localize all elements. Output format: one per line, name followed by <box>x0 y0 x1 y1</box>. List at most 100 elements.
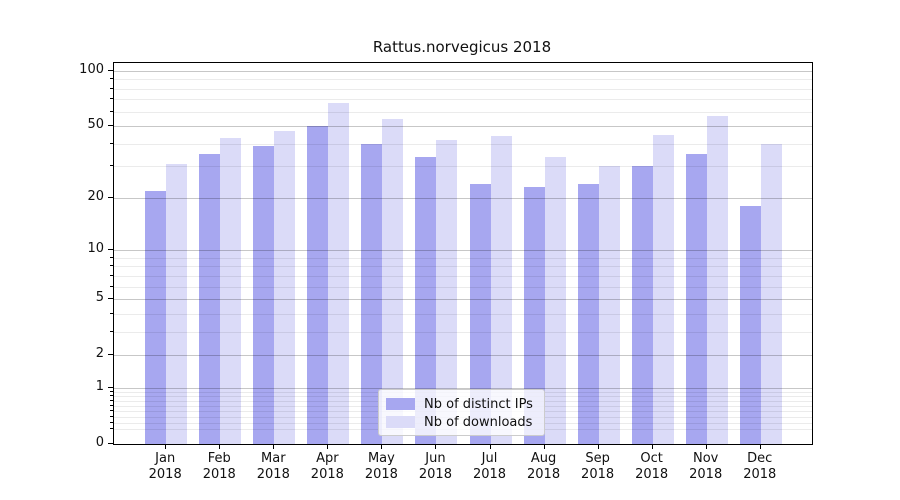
bar-nb-of-distinct-ips-oct <box>631 166 653 444</box>
bar-nb-of-distinct-ips-feb <box>199 154 221 444</box>
x-tick-label: Dec 2018 <box>732 451 788 483</box>
bar-nb-of-distinct-ips-nov <box>685 154 707 444</box>
y-minor-tick <box>110 142 113 144</box>
legend-row-distinct-ips: Nb of distinct IPs <box>386 395 544 413</box>
bar-nb-of-downloads-jul <box>490 136 512 444</box>
x-tick-year: 2018 <box>472 467 507 482</box>
bar-nb-of-distinct-ips-dec <box>739 206 761 444</box>
x-tick-month: Aug <box>530 451 557 466</box>
x-tick <box>705 444 707 449</box>
minor-gridline <box>114 166 812 168</box>
major-gridline <box>114 387 812 389</box>
bar-nb-of-distinct-ips-jul <box>469 183 491 444</box>
y-minor-tick <box>110 400 113 402</box>
x-tick-year: 2018 <box>310 467 344 482</box>
y-minor-tick <box>110 110 113 112</box>
bar-nb-of-downloads-dec <box>760 143 782 444</box>
y-tick-label: 0 <box>95 435 104 450</box>
y-tick <box>108 70 113 71</box>
y-minor-tick <box>110 274 113 276</box>
x-tick-month: Feb <box>207 451 231 466</box>
x-tick-month: Jun <box>425 451 446 466</box>
x-tick-label: May 2018 <box>353 451 409 483</box>
bar-nb-of-downloads-feb <box>220 138 242 444</box>
y-tick <box>108 298 113 300</box>
y-tick-label: 10 <box>87 241 104 257</box>
x-tick <box>489 444 491 449</box>
y-tick <box>108 443 113 444</box>
minor-gridline <box>114 257 812 259</box>
x-tick <box>759 444 761 449</box>
y-tick <box>108 196 113 198</box>
minor-gridline <box>114 88 812 90</box>
y-tick <box>108 386 113 388</box>
x-tick-month: Jan <box>155 451 176 466</box>
y-minor-tick <box>110 391 113 393</box>
minor-gridline <box>114 143 812 145</box>
bar-nb-of-distinct-ips-jan <box>145 190 167 444</box>
x-tick-label: Aug 2018 <box>516 451 572 483</box>
x-tick <box>597 444 599 449</box>
y-minor-tick <box>110 330 113 332</box>
x-tick-year: 2018 <box>527 467 561 482</box>
y-minor-tick <box>110 395 113 397</box>
minor-gridline <box>114 111 812 113</box>
minor-gridline <box>114 266 812 268</box>
major-gridline <box>114 250 812 252</box>
x-tick <box>165 444 167 449</box>
bar-nb-of-downloads-oct <box>652 134 674 444</box>
y-minor-tick <box>110 285 113 287</box>
x-tick-year: 2018 <box>689 467 723 482</box>
x-tick-month: Nov <box>693 451 719 466</box>
x-tick-year: 2018 <box>148 467 182 482</box>
minor-gridline <box>114 79 812 81</box>
y-tick-label: 20 <box>87 188 104 204</box>
bar-nb-of-downloads-aug <box>544 156 566 444</box>
x-tick-label: Jul 2018 <box>462 451 518 483</box>
legend-swatch-distinct-ips <box>386 398 415 410</box>
y-minor-tick <box>110 421 113 423</box>
y-minor-tick <box>110 78 113 80</box>
x-tick-year: 2018 <box>256 467 290 482</box>
major-gridline <box>114 126 812 128</box>
minor-gridline <box>114 99 812 101</box>
y-minor-tick <box>110 256 113 258</box>
bar-nb-of-downloads-mar <box>274 131 296 444</box>
y-tick-label: 50 <box>87 117 104 133</box>
y-tick <box>108 249 113 251</box>
x-tick <box>435 444 437 449</box>
x-tick <box>381 444 383 449</box>
x-tick-year: 2018 <box>635 467 669 482</box>
bar-nb-of-distinct-ips-jun <box>415 156 437 444</box>
y-tick <box>108 125 113 127</box>
x-tick-label: Jun 2018 <box>407 451 463 483</box>
x-tick-month: May <box>367 451 395 466</box>
x-tick-label: Sep 2018 <box>570 451 626 483</box>
bar-nb-of-downloads-jun <box>436 140 458 444</box>
x-tick-year: 2018 <box>418 467 452 482</box>
bar-nb-of-downloads-apr <box>328 102 350 444</box>
y-tick-label: 2 <box>95 346 104 362</box>
legend-row-downloads: Nb of downloads <box>386 413 544 431</box>
x-tick-month: Oct <box>640 451 663 466</box>
x-tick <box>273 444 275 449</box>
y-tick-label: 5 <box>95 290 104 306</box>
y-minor-tick <box>110 98 113 100</box>
major-gridline <box>114 71 812 72</box>
y-minor-tick <box>110 428 113 430</box>
minor-gridline <box>114 313 812 315</box>
major-gridline <box>114 355 812 357</box>
major-gridline <box>114 197 812 199</box>
x-tick-month: Dec <box>747 451 773 466</box>
plot-area <box>113 62 813 445</box>
x-tick-label: Jan 2018 <box>137 451 193 483</box>
y-minor-tick <box>110 410 113 412</box>
chart-title: Rattus.norvegicus 2018 <box>372 38 552 56</box>
bar-nb-of-downloads-may <box>382 118 404 444</box>
x-tick-label: Mar 2018 <box>245 451 301 483</box>
legend-label-downloads: Nb of downloads <box>424 414 533 430</box>
x-tick <box>219 444 221 449</box>
bar-nb-of-distinct-ips-may <box>361 143 383 444</box>
y-minor-tick <box>110 87 113 89</box>
